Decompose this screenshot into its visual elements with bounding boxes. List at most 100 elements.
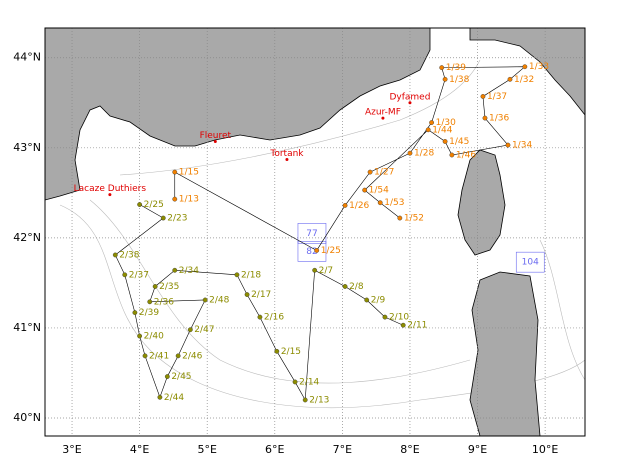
station <box>187 327 193 333</box>
station-label: 2/13 <box>309 395 329 405</box>
station-label: 2/41 <box>149 351 169 361</box>
station <box>137 333 143 339</box>
map-frame <box>44 27 586 437</box>
station <box>442 139 448 144</box>
station-label: 2/17 <box>251 290 271 300</box>
place-marker <box>381 116 385 120</box>
station-label: 2/8 <box>349 282 364 292</box>
transect-line <box>114 204 404 401</box>
station-label: 1/53 <box>384 198 404 208</box>
station <box>172 196 178 202</box>
station-label: 2/15 <box>281 347 301 357</box>
station <box>439 65 445 71</box>
station-label: 2/25 <box>144 200 164 210</box>
station <box>382 314 388 320</box>
station-label: 2/40 <box>144 332 164 342</box>
station <box>142 353 148 359</box>
y-tick-label: 43°N <box>13 141 41 154</box>
box-label: 77 <box>306 229 317 239</box>
station-label: 2/16 <box>264 313 284 323</box>
station <box>160 215 166 221</box>
coastline <box>44 27 586 437</box>
station <box>407 150 413 156</box>
station <box>400 322 406 328</box>
station-label: 2/37 <box>129 270 149 280</box>
station-label: 2/39 <box>139 308 159 318</box>
place-marker <box>408 101 412 105</box>
station <box>342 284 348 289</box>
station-label: 2/14 <box>299 377 319 387</box>
x-tick-label: 8°E <box>400 443 419 456</box>
station <box>429 120 434 125</box>
place-label: Azur-MF <box>365 108 401 118</box>
y-tick-label: 44°N <box>13 51 41 64</box>
station-label: 1/54 <box>369 186 389 196</box>
station-label: 1/38 <box>449 75 469 85</box>
y-tick-label: 42°N <box>13 231 41 244</box>
station <box>367 169 373 175</box>
station-label: 2/34 <box>179 266 199 276</box>
station <box>397 215 403 221</box>
transect-line <box>174 66 526 251</box>
x-tick-label: 6°E <box>265 443 284 456</box>
station-label: 2/47 <box>194 325 214 335</box>
station <box>480 94 486 99</box>
station-label: 1/46 <box>456 150 476 160</box>
station <box>342 203 348 208</box>
station <box>202 297 208 303</box>
station <box>482 115 488 121</box>
station <box>449 152 455 158</box>
x-tick-label: 4°E <box>130 443 149 456</box>
station-label: 2/18 <box>241 270 261 280</box>
station <box>164 374 170 379</box>
box-label: 104 <box>522 258 539 268</box>
station-label: 1/27 <box>374 168 394 178</box>
station-label: 2/48 <box>209 296 229 306</box>
station <box>234 272 240 278</box>
station-label: 1/36 <box>489 114 509 124</box>
station <box>364 297 370 303</box>
station-label: 1/52 <box>404 214 424 224</box>
x-tick-label: 10°E <box>532 443 558 456</box>
station <box>312 267 318 273</box>
place-label: Fleuret <box>200 131 232 141</box>
station <box>137 202 143 207</box>
station <box>292 379 298 385</box>
station-label: 1/30 <box>436 118 456 128</box>
station-label: 1/13 <box>179 195 199 205</box>
station-label: 2/45 <box>171 372 191 382</box>
place-label: Tortank <box>269 149 304 159</box>
place-marker <box>285 157 289 161</box>
station <box>152 284 158 289</box>
place-label: Dyfamed <box>389 92 430 102</box>
station <box>442 76 448 82</box>
station-label: 1/15 <box>179 168 199 178</box>
station-label: 1/32 <box>514 75 534 85</box>
station <box>377 200 383 206</box>
station <box>175 353 181 359</box>
station <box>314 248 320 253</box>
station-label: 2/9 <box>371 296 386 306</box>
station-label: 2/36 <box>154 297 174 307</box>
place-marker <box>213 139 217 143</box>
y-tick-label: 41°N <box>13 321 41 334</box>
station-label: 2/44 <box>164 393 184 403</box>
station-label: 1/39 <box>446 63 466 73</box>
station <box>522 64 528 70</box>
station <box>274 348 280 354</box>
station-label: 2/7 <box>319 266 333 276</box>
station-label: 1/25 <box>321 246 341 256</box>
place-label: Lacaze Duthiers <box>74 184 147 194</box>
station <box>157 394 163 400</box>
station-label: 1/44 <box>432 125 452 135</box>
station-label: 2/11 <box>407 321 427 331</box>
station <box>112 252 118 258</box>
station-label: 2/10 <box>389 313 409 323</box>
station-label: 2/23 <box>167 214 187 224</box>
station <box>507 76 513 82</box>
x-tick-label: 3°E <box>62 443 81 456</box>
x-tick-label: 5°E <box>197 443 216 456</box>
survey-box <box>515 251 545 273</box>
y-tick-label: 40°N <box>13 411 41 424</box>
